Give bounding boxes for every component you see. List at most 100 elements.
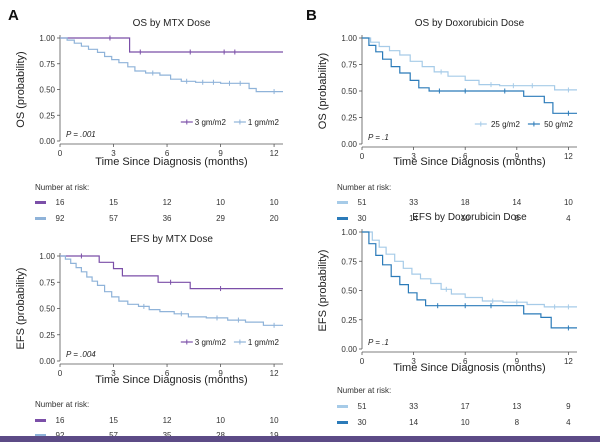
chart-efs-doxorubicin: EFS by Doxorubicin Dose 0.00 0.25 0.50 0.75 1… bbox=[317, 212, 577, 427]
x-tick-label: 6 bbox=[165, 149, 170, 158]
x-axis-label: Time Since Diagnosis (months) bbox=[393, 362, 545, 374]
legend-label: 50 g/m2 bbox=[544, 120, 573, 129]
risk-count: 10 bbox=[270, 198, 279, 207]
x-tick-label: 9 bbox=[218, 369, 223, 378]
x-tick-label: 6 bbox=[165, 369, 170, 378]
risk-count: 10 bbox=[461, 214, 470, 223]
y-tick-label: 0.00 bbox=[39, 357, 55, 366]
x-tick-label: 3 bbox=[111, 369, 116, 378]
x-tick-label: 6 bbox=[463, 152, 468, 161]
y-tick-label: 0.50 bbox=[39, 86, 55, 95]
risk-count: 51 bbox=[358, 402, 367, 411]
risk-count: 16 bbox=[56, 416, 65, 425]
p-value-label: P = .001 bbox=[66, 130, 96, 139]
y-tick-label: 1.00 bbox=[341, 228, 357, 237]
risk-count: 57 bbox=[109, 431, 118, 440]
x-tick-label: 12 bbox=[564, 152, 573, 161]
risk-count: 33 bbox=[409, 198, 418, 207]
survival-curve-0 bbox=[362, 37, 577, 91]
p-value-label: P = .1 bbox=[368, 338, 389, 347]
risk-row-swatch bbox=[337, 405, 348, 408]
x-tick-label: 0 bbox=[360, 152, 365, 161]
risk-table-header: Number at risk: bbox=[35, 183, 89, 192]
bottom-bar bbox=[0, 436, 600, 442]
risk-row-swatch bbox=[35, 217, 46, 220]
panel-letter-a: A bbox=[8, 7, 19, 24]
y-tick-label: 1.00 bbox=[39, 252, 55, 261]
y-tick-label: 0.00 bbox=[341, 140, 357, 149]
risk-count: 92 bbox=[56, 431, 65, 440]
survival-curve-1 bbox=[60, 37, 283, 93]
survival-curve-1 bbox=[60, 255, 283, 326]
risk-count: 57 bbox=[109, 214, 118, 223]
x-tick-label: 0 bbox=[58, 149, 63, 158]
x-tick-label: 3 bbox=[111, 149, 116, 158]
risk-row-swatch bbox=[35, 419, 46, 422]
chart-title: OS by MTX Dose bbox=[133, 18, 211, 29]
x-tick-label: 0 bbox=[360, 357, 365, 366]
y-tick-label: 0.25 bbox=[39, 331, 55, 340]
legend-label: 3 gm/m2 bbox=[195, 338, 227, 347]
risk-count: 12 bbox=[163, 416, 172, 425]
risk-count: 8 bbox=[515, 214, 520, 223]
risk-count: 8 bbox=[515, 418, 520, 427]
risk-table-header: Number at risk: bbox=[337, 183, 391, 192]
risk-row-swatch bbox=[337, 217, 348, 220]
y-axis-label: OS (probability) bbox=[317, 53, 329, 129]
legend-label: 25 g/m2 bbox=[491, 120, 520, 129]
risk-count: 10 bbox=[270, 416, 279, 425]
risk-count: 4 bbox=[566, 418, 571, 427]
x-tick-label: 9 bbox=[515, 152, 520, 161]
survival-curve-1 bbox=[362, 37, 577, 114]
y-tick-label: 0.25 bbox=[341, 114, 357, 123]
y-axis-label: EFS (probability) bbox=[15, 268, 27, 350]
risk-count: 29 bbox=[216, 214, 225, 223]
risk-row-swatch bbox=[337, 201, 348, 204]
chart-efs-mtx: EFS by MTX Dose 0.00 0.25 0.50 0.75 1.00 0 3 6 9 1… bbox=[15, 234, 283, 440]
y-tick-label: 0.75 bbox=[341, 257, 357, 266]
chart-title: EFS by Doxorubicin Dose bbox=[412, 212, 527, 223]
risk-count: 14 bbox=[409, 418, 418, 427]
risk-count: 14 bbox=[512, 198, 521, 207]
risk-table-header: Number at risk: bbox=[337, 386, 391, 395]
chart-title: OS by Doxorubicin Dose bbox=[415, 18, 525, 29]
y-tick-label: 1.00 bbox=[39, 34, 55, 43]
risk-count: 17 bbox=[461, 402, 470, 411]
x-tick-label: 12 bbox=[564, 357, 573, 366]
y-tick-label: 0.75 bbox=[39, 60, 55, 69]
risk-count: 33 bbox=[409, 402, 418, 411]
chart-title: EFS by MTX Dose bbox=[130, 234, 213, 245]
risk-count: 10 bbox=[461, 418, 470, 427]
y-tick-label: 0.25 bbox=[341, 316, 357, 325]
risk-count: 19 bbox=[270, 431, 279, 440]
legend-label: 1 gm/m2 bbox=[248, 338, 280, 347]
risk-count: 10 bbox=[216, 416, 225, 425]
risk-count: 36 bbox=[163, 214, 172, 223]
risk-count: 20 bbox=[270, 214, 279, 223]
risk-row-swatch bbox=[35, 434, 46, 437]
risk-count: 9 bbox=[566, 402, 571, 411]
x-tick-label: 12 bbox=[270, 149, 279, 158]
y-tick-label: 0.00 bbox=[341, 345, 357, 354]
risk-row-swatch bbox=[337, 421, 348, 424]
risk-count: 18 bbox=[461, 198, 470, 207]
y-tick-label: 0.50 bbox=[341, 287, 357, 296]
p-value-label: P = .004 bbox=[66, 350, 96, 359]
risk-count: 16 bbox=[56, 198, 65, 207]
x-tick-label: 3 bbox=[411, 357, 416, 366]
panel-letter-b: B bbox=[306, 7, 317, 24]
x-tick-label: 9 bbox=[218, 149, 223, 158]
risk-table-header: Number at risk: bbox=[35, 400, 89, 409]
y-tick-label: 0.50 bbox=[341, 87, 357, 96]
risk-count: 28 bbox=[216, 431, 225, 440]
risk-count: 4 bbox=[566, 214, 571, 223]
chart-os-doxorubicin: OS by Doxorubicin Dose 0.00 0.25 0.50 0.75 1.… bbox=[317, 18, 577, 223]
y-tick-label: 0.75 bbox=[39, 278, 55, 287]
survival-curve-0 bbox=[60, 255, 283, 290]
y-axis-label: OS (probability) bbox=[15, 51, 27, 127]
risk-count: 92 bbox=[56, 214, 65, 223]
risk-count: 15 bbox=[109, 416, 118, 425]
risk-count: 14 bbox=[409, 214, 418, 223]
risk-count: 10 bbox=[216, 198, 225, 207]
